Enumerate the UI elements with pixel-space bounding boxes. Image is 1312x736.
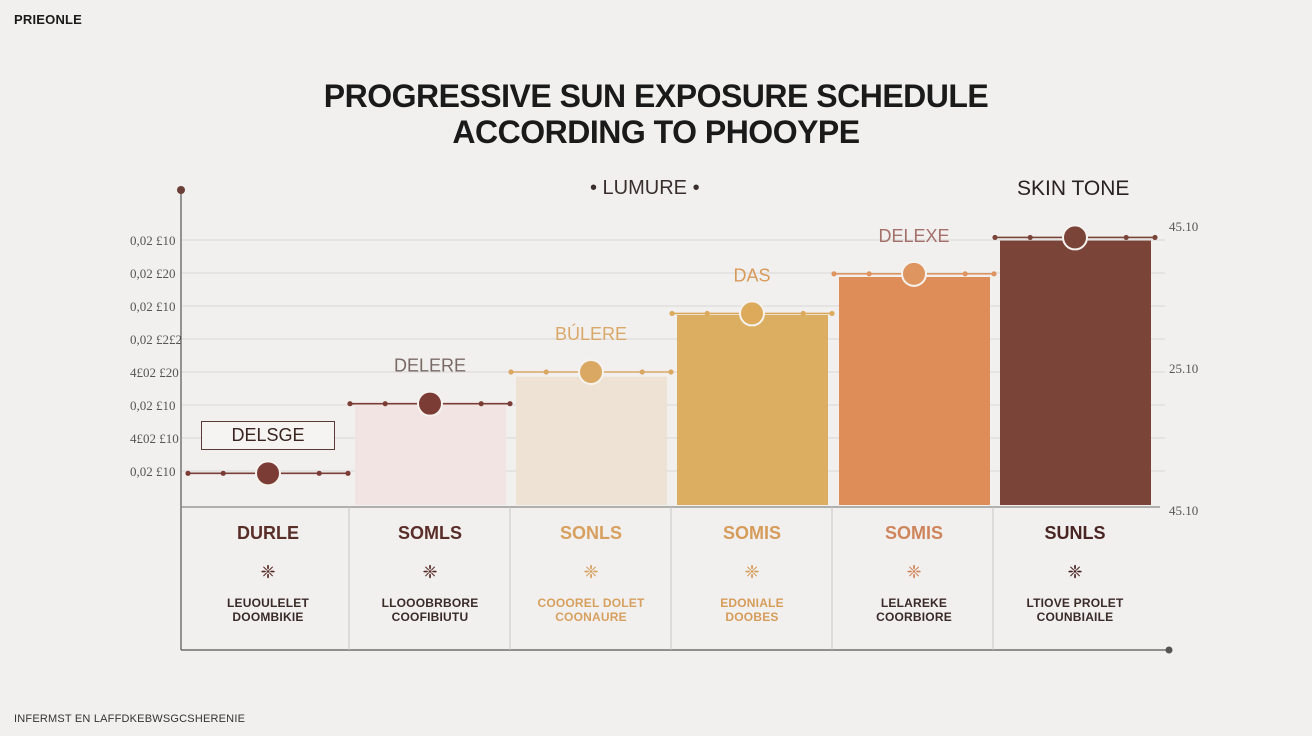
category-name: DURLE [237,523,299,543]
category-column: SONLS ❈ COOOREL DOLET COONAURE [511,508,671,648]
category-description-line-2: COOFIBIUTU [391,610,469,624]
skin-tone-label: SKIN TONE [1017,177,1130,200]
marker-dot [220,470,226,476]
y-tick-label: 0,02 £10 [130,233,176,248]
category-description: LLOOOBRBORE COOFIBIUTU [350,596,510,624]
y-tick-label: 0,02 £20 [130,266,176,281]
y-tick-label: 0,02 £10 [130,398,176,413]
category-column: SUNLS ❈ LTIOVE PROLET COUNBIAILE [995,508,1155,648]
category-column: SOMIS ❈ EDONIALE DOOBES [672,508,832,648]
category-column: DURLE ❈ LEUOULELET DOOMBIKIE [188,508,348,648]
bar [1000,240,1151,506]
category-description-line-1: LEUOULELET [227,596,309,610]
category-description: LELAREKE COORBIORE [834,596,994,624]
category-description-line-2: DOOMBIKIE [232,610,304,624]
bar [355,403,506,505]
category-description-line-1: EDONIALE [720,596,784,610]
marker-dot [185,470,191,476]
category-description-line-1: COOOREL DOLET [537,596,645,610]
footer-note: INFERMST EN LAFFDKEBWSGCSHERENIE [14,713,246,725]
marker-dot [829,310,835,317]
category-description: LTIOVE PROLET COUNBIAILE [995,596,1155,624]
category-description-line-2: COORBIORE [876,610,952,624]
marker-circle [255,460,281,487]
category-description: LEUOULELET DOOMBIKIE [188,596,348,624]
bar [839,277,990,505]
chart-legend: • LUMURE • [590,177,700,199]
sun-icon: ❈ [583,562,599,582]
category-description-line-2: COUNBIAILE [1036,610,1114,624]
marker-dot [669,310,675,317]
marker-dot [508,369,514,375]
y-tick-label: 0,02 £10 [130,299,176,314]
category-description: COOOREL DOLET COONAURE [511,596,671,624]
chart-title: PROGRESSIVE SUN EXPOSURE SCHEDULE ACCORD… [0,78,1312,150]
sun-icon: ❈ [744,562,760,582]
category-name: SONLS [559,523,622,543]
sun-icon: ❈ [906,562,922,582]
category-description: EDONIALE DOOBES [672,596,832,624]
marker-circle [417,390,443,417]
marker-dot [639,369,645,375]
category-name: SOMLS [397,523,462,543]
marker-dot [962,271,968,277]
bar-label: DELEXE [878,226,949,246]
chart-title-line-2: ACCORDING TO PHOOYPE [452,114,860,150]
marker-circle [1062,224,1088,251]
bar [677,315,828,505]
sun-icon: ❈ [1067,562,1083,582]
chart-title-line-1: PROGRESSIVE SUN EXPOSURE SCHEDULE [323,78,989,114]
marker-dot [831,271,837,277]
right-tick-label: 45.10 [1169,219,1198,234]
marker-dot [507,401,513,407]
y-tick-label: 0,02 £2£2 [130,332,182,347]
brand-logo-text: PRIEONLE [14,12,83,27]
right-tick-label: 45.10 [1169,503,1198,518]
marker-circle [578,359,604,385]
category-name: SOMIS [722,523,781,543]
marker-dot [316,470,322,476]
category-column: SOMLS ❈ LLOOOBRBORE COOFIBIUTU [350,508,510,648]
y-tick-label: 0,02 £10 [130,464,176,479]
y-tick-label: 4£02 £20 [130,365,179,380]
bar-label-box-1: DELSGE [201,421,335,450]
marker-dot [478,401,484,407]
category-description-line-1: LLOOOBRBORE [381,596,479,610]
marker-dot [992,234,998,241]
y-axis-arrow-icon [177,186,185,194]
marker-circle [739,300,765,327]
bar-label: DAS [733,265,770,285]
category-description-line-1: LTIOVE PROLET [1026,596,1124,610]
category-description-line-2: DOOBES [725,610,779,624]
sun-icon: ❈ [422,562,438,582]
bar-label: DELERE [394,356,466,376]
category-name: SOMIS [884,523,943,543]
category-description-line-2: COONAURE [555,610,627,624]
right-tick-label: 25.10 [1169,361,1198,376]
marker-dot [800,310,806,317]
sun-icon: ❈ [260,562,276,582]
marker-dot [347,401,353,407]
marker-dot [543,369,549,375]
category-description-line-1: LELAREKE [880,596,948,610]
marker-dot [382,401,388,407]
y-tick-label: 4£02 £10 [130,431,179,446]
bar-label: BÚLERE [555,323,627,344]
marker-dot [1027,234,1033,241]
marker-dot [1152,234,1158,241]
marker-dot [1123,234,1129,241]
marker-dot [991,271,997,277]
marker-dot [668,369,674,375]
category-column: SOMIS ❈ LELAREKE COORBIORE [834,508,994,648]
marker-circle [901,260,927,287]
bar [516,376,667,505]
x-axis-arrow-icon [1165,646,1173,654]
marker-dot [866,271,872,277]
marker-dot [704,310,710,317]
marker-dot [345,470,351,476]
category-name: SUNLS [1044,523,1106,543]
